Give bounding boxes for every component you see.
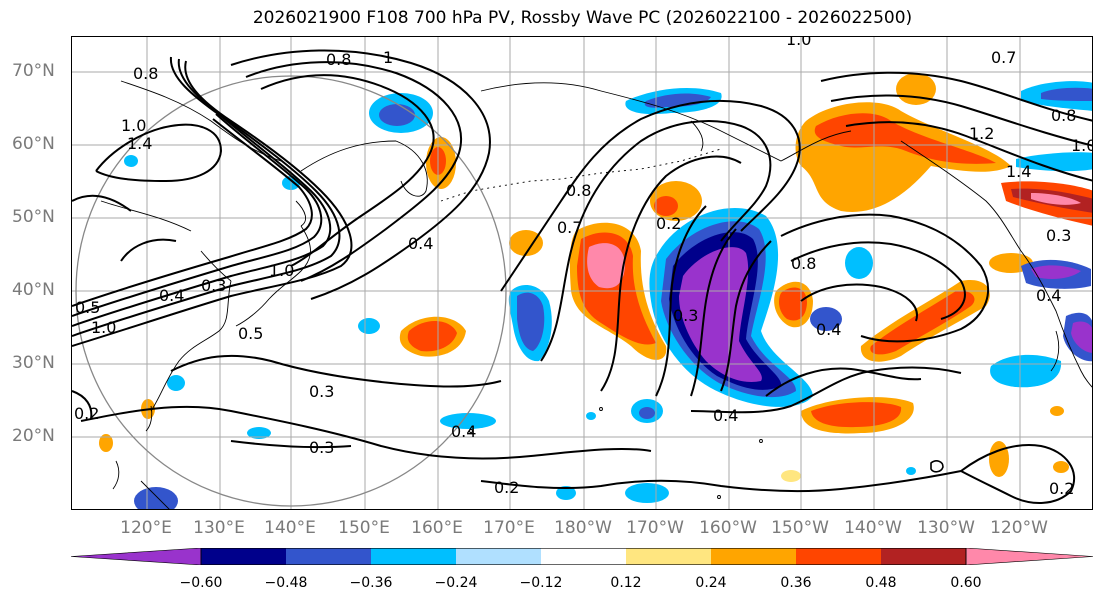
contour-label: 0.4 [408, 234, 433, 253]
contour-label: 0.3 [309, 382, 334, 401]
colorbar-tick: 0.60 [950, 575, 982, 591]
colorbar-tick: −0.36 [349, 575, 393, 591]
contour-label: 0.8 [133, 64, 158, 83]
contour-label: 1.0 [121, 116, 146, 135]
contour-label: 0.3 [1046, 226, 1071, 245]
colorbar-max-extend [965, 547, 1094, 566]
colorbar-tick: −0.12 [519, 575, 563, 591]
contour-label: 0.7 [557, 218, 582, 237]
contour-label: 0.8 [326, 50, 351, 69]
contour-label: 0.2 [494, 478, 519, 497]
colorbar-tick: 0.12 [610, 575, 642, 591]
map-title: 2026021900 F108 700 hPa PV, Rossby Wave … [252, 8, 913, 28]
lon-label-160e: 160°E [411, 518, 463, 538]
contour-label: 0.2 [1049, 479, 1074, 498]
colorbar-tick: 0.24 [695, 575, 727, 591]
lon-label-140w: 140°W [844, 518, 902, 538]
lon-label-130w: 130°W [917, 518, 975, 538]
lat-label-60n: 60°N [12, 134, 55, 154]
lat-label-70n: 70°N [12, 61, 55, 81]
lon-label-150e: 150°E [338, 518, 390, 538]
contour-label: 0.8 [791, 254, 816, 273]
contour-label: 1.4 [127, 134, 152, 153]
contour-label: 1.4 [1006, 162, 1031, 181]
colorbar-segment [456, 548, 541, 565]
region-circle [75, 75, 507, 507]
lat-label-50n: 50°N [12, 207, 55, 227]
contour-label: 0.5 [75, 298, 100, 317]
contour-label: 0.4 [451, 422, 476, 441]
lon-label-160w: 160°W [699, 518, 757, 538]
colorbar-segment [286, 548, 371, 565]
colorbar-segment [371, 548, 456, 565]
colorbar-tick: −0.48 [264, 575, 308, 591]
lon-label-120w: 120°W [990, 518, 1048, 538]
colorbar-segment [201, 548, 286, 565]
lat-label-30n: 30°N [12, 353, 55, 373]
lon-label-120e: 120°E [120, 518, 172, 538]
contour-label: 1 [383, 48, 393, 67]
lat-label-40n: 40°N [12, 280, 55, 300]
map-panel: 1.0 0.8 0.8 0.7 1 1.0 1.4 0.8 1.2 1.4 1.… [71, 36, 1093, 510]
contour-label: 0.2 [74, 404, 99, 423]
contour-label: 1.0 [1071, 136, 1093, 155]
colorbar-segment [541, 548, 626, 565]
contour-label: 0.4 [159, 286, 184, 305]
lon-label-150w: 150°W [771, 518, 829, 538]
colorbar [70, 547, 1094, 566]
contour-label: 1.0 [91, 318, 116, 337]
colorbar-segment [711, 548, 796, 565]
contour-label: 1.0 [269, 261, 294, 280]
colorbar-min-extend [70, 547, 202, 566]
pv-contours [72, 49, 1092, 504]
contour-label: 0.8 [566, 181, 591, 200]
lon-label-170e: 170°E [483, 518, 535, 538]
contour-label: 0.4 [1036, 286, 1061, 305]
contour-label: 0.7 [991, 48, 1016, 67]
colorbar-segment [796, 548, 881, 565]
contour-label: 0.4 [713, 406, 738, 425]
contour-label: 0.4 [816, 320, 841, 339]
lon-label-170w: 170°W [626, 518, 684, 538]
contour-label: 1.2 [969, 124, 994, 143]
lat-label-20n: 20°N [12, 426, 55, 446]
contour-label: 1.0 [786, 37, 811, 49]
contour-labels: 1.0 0.8 0.8 0.7 1 1.0 1.4 0.8 1.2 1.4 1.… [74, 37, 1093, 498]
contour-label: 0.3 [201, 276, 226, 295]
contour-label: 0.8 [1051, 106, 1076, 125]
lon-label-180w: 180°W [554, 518, 612, 538]
contour-label: 0.3 [309, 438, 334, 457]
colorbar-tick: 0.36 [780, 575, 812, 591]
contour-label: 0.3 [673, 306, 698, 325]
lon-label-130e: 130°E [193, 518, 245, 538]
contour-label: 0.5 [238, 324, 263, 343]
colorbar-segment [881, 548, 966, 565]
colorbar-tick: 0.48 [865, 575, 897, 591]
colorbar-tick: −0.60 [179, 575, 223, 591]
lat-lon-grid [72, 37, 1092, 509]
contour-label: 0.2 [656, 214, 681, 233]
colorbar-tick: −0.24 [434, 575, 478, 591]
colorbar-segment [626, 548, 711, 565]
lon-label-140e: 140°E [264, 518, 316, 538]
